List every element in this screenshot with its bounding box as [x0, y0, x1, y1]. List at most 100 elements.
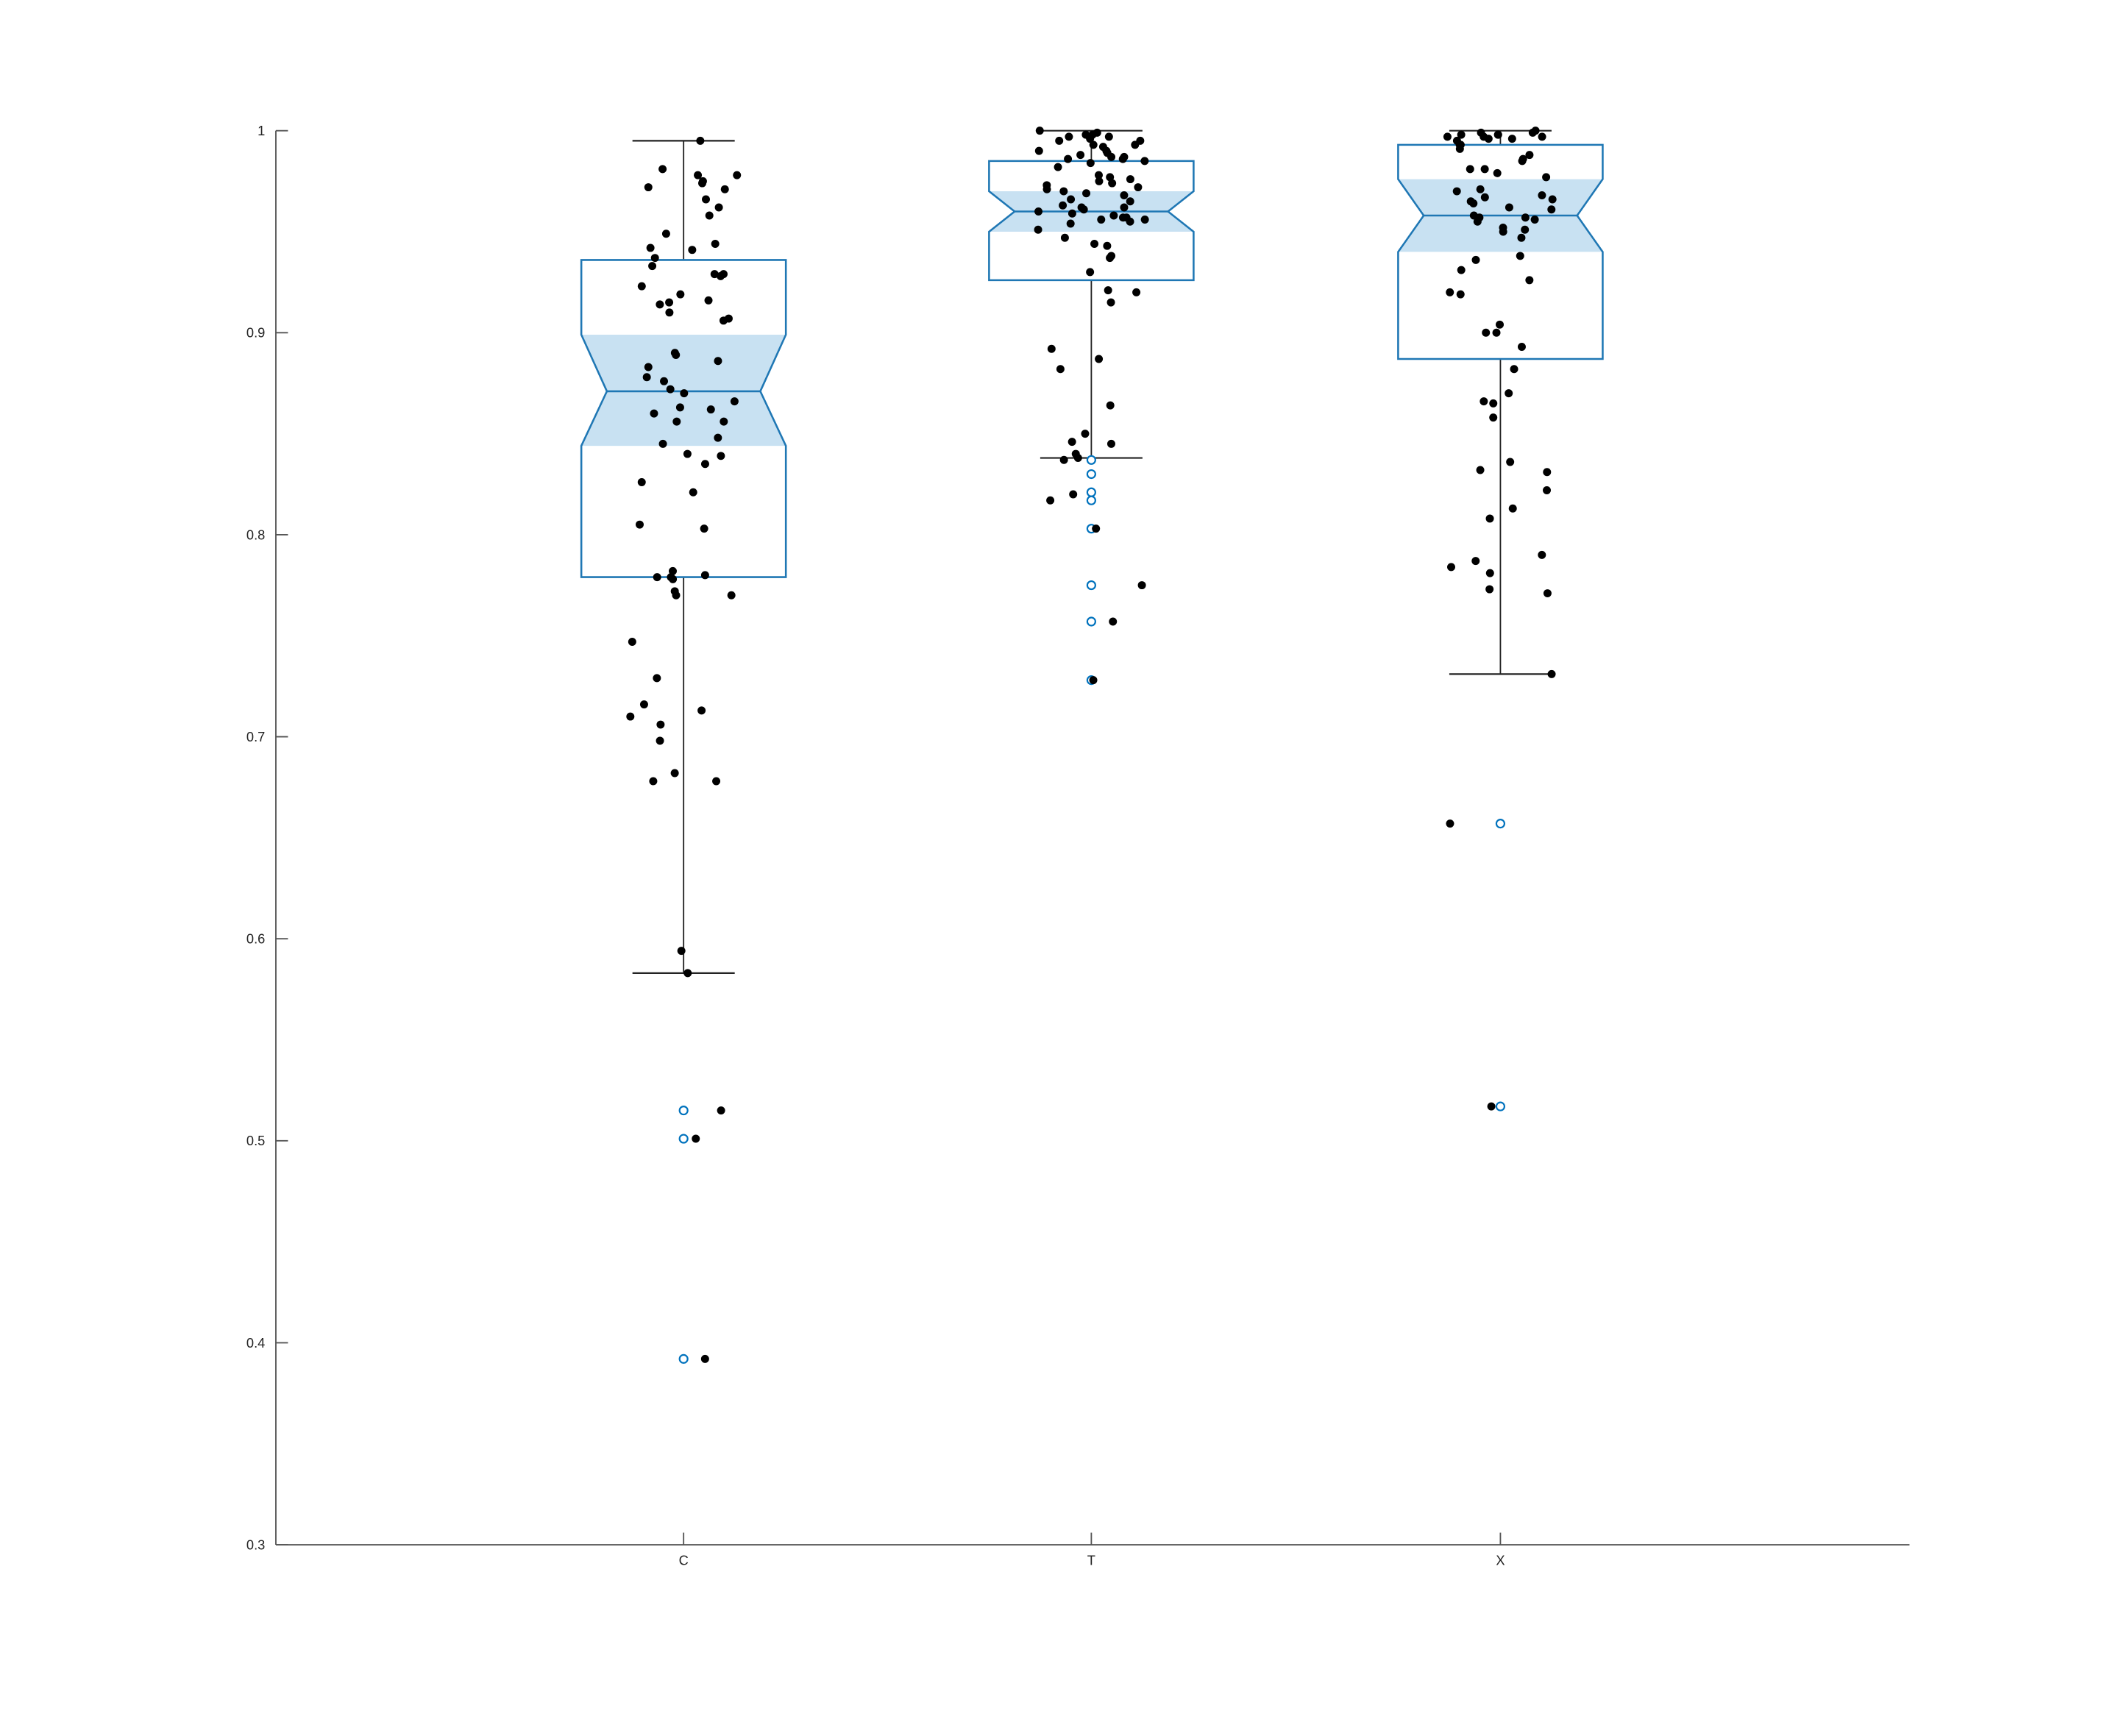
data-point [697, 706, 706, 715]
outlier-marker [1086, 487, 1096, 497]
tick-labels: 0.3 0.4 0.5 0.6 0.7 0.8 0.9 1 C T X [246, 123, 1505, 1568]
data-point [710, 270, 719, 279]
data-point [683, 969, 692, 978]
data-point [1047, 344, 1056, 353]
data-point [1505, 203, 1513, 212]
data-point [683, 449, 692, 458]
data-point [1507, 135, 1516, 143]
data-point [1493, 130, 1502, 139]
data-point [720, 185, 729, 193]
axes [275, 129, 1910, 1545]
data-point [1118, 213, 1127, 222]
data-point [1530, 216, 1539, 224]
y-tick-label: 0.8 [246, 527, 265, 542]
data-point [1104, 132, 1113, 141]
data-point [1068, 209, 1076, 218]
data-point [1081, 430, 1090, 438]
data-point [727, 591, 736, 600]
data-point [1538, 191, 1546, 200]
data-point [719, 316, 728, 325]
data-point [1086, 268, 1095, 277]
data-point [1132, 288, 1141, 296]
data-point [1471, 557, 1480, 566]
data-point [1480, 165, 1489, 174]
data-point [1079, 205, 1088, 214]
box-outline [580, 259, 787, 578]
data-point [1508, 504, 1517, 513]
data-point [639, 700, 648, 709]
data-point [698, 179, 706, 188]
data-point [1525, 276, 1534, 285]
data-point [688, 246, 697, 255]
data-point [1134, 183, 1143, 192]
data-point [677, 947, 686, 956]
data-point [1516, 252, 1524, 260]
data-point [1505, 389, 1513, 398]
data-point [706, 405, 715, 414]
data-point [1106, 401, 1115, 410]
data-point [672, 591, 681, 600]
data-point [669, 574, 678, 583]
data-point [1055, 136, 1064, 145]
data-point [1118, 154, 1127, 163]
data-point [1447, 563, 1455, 572]
data-point [1086, 135, 1095, 143]
box-outline [988, 160, 1195, 282]
data-point [1496, 320, 1504, 329]
data-point [1506, 458, 1515, 466]
data-point [1066, 219, 1075, 228]
data-point [1059, 455, 1068, 464]
data-point [1126, 175, 1134, 184]
y-tick-label: 1 [257, 123, 265, 138]
data-point [637, 478, 646, 486]
outlier-marker [678, 1134, 689, 1144]
x-tick-label: T [1087, 1552, 1095, 1568]
data-point [694, 171, 703, 179]
data-point [1140, 216, 1149, 224]
data-point [1137, 581, 1146, 590]
data-point [665, 308, 674, 317]
data-point [680, 389, 689, 398]
data-point [1457, 266, 1466, 274]
data-point [717, 271, 725, 280]
data-point [1089, 140, 1098, 149]
data-point [1120, 191, 1129, 200]
data-point [700, 524, 708, 533]
data-point [653, 573, 661, 582]
data-point [1035, 127, 1044, 135]
data-point [1109, 211, 1118, 220]
data-point [1469, 199, 1478, 208]
data-point [700, 1354, 709, 1363]
data-point [1538, 550, 1546, 559]
data-point [1104, 286, 1112, 295]
data-point [1065, 132, 1073, 141]
y-tick-label: 0.6 [246, 931, 265, 947]
x-tick-label: X [1496, 1552, 1505, 1568]
data-point [1492, 328, 1501, 337]
data-point [689, 488, 697, 497]
data-point [1547, 205, 1556, 214]
data-point [696, 136, 705, 145]
data-point [730, 397, 739, 406]
data-point [1059, 201, 1068, 210]
data-point [1108, 179, 1117, 188]
data-point [1034, 225, 1042, 234]
data-point [1517, 233, 1526, 242]
data-point [1059, 187, 1068, 196]
data-point [1457, 130, 1466, 139]
data-point [1092, 524, 1101, 533]
data-point [1067, 195, 1076, 204]
data-point [1106, 173, 1115, 182]
data-point [1538, 132, 1546, 141]
data-point [672, 417, 681, 426]
data-point [1485, 585, 1494, 594]
data-point [1095, 177, 1104, 185]
outlier-marker [1495, 819, 1506, 829]
data-point [653, 674, 661, 683]
data-point [1106, 254, 1115, 263]
data-point [646, 243, 655, 252]
data-point [1466, 165, 1474, 174]
data-point [661, 230, 670, 238]
data-point [1082, 189, 1091, 198]
data-point [1543, 589, 1552, 598]
